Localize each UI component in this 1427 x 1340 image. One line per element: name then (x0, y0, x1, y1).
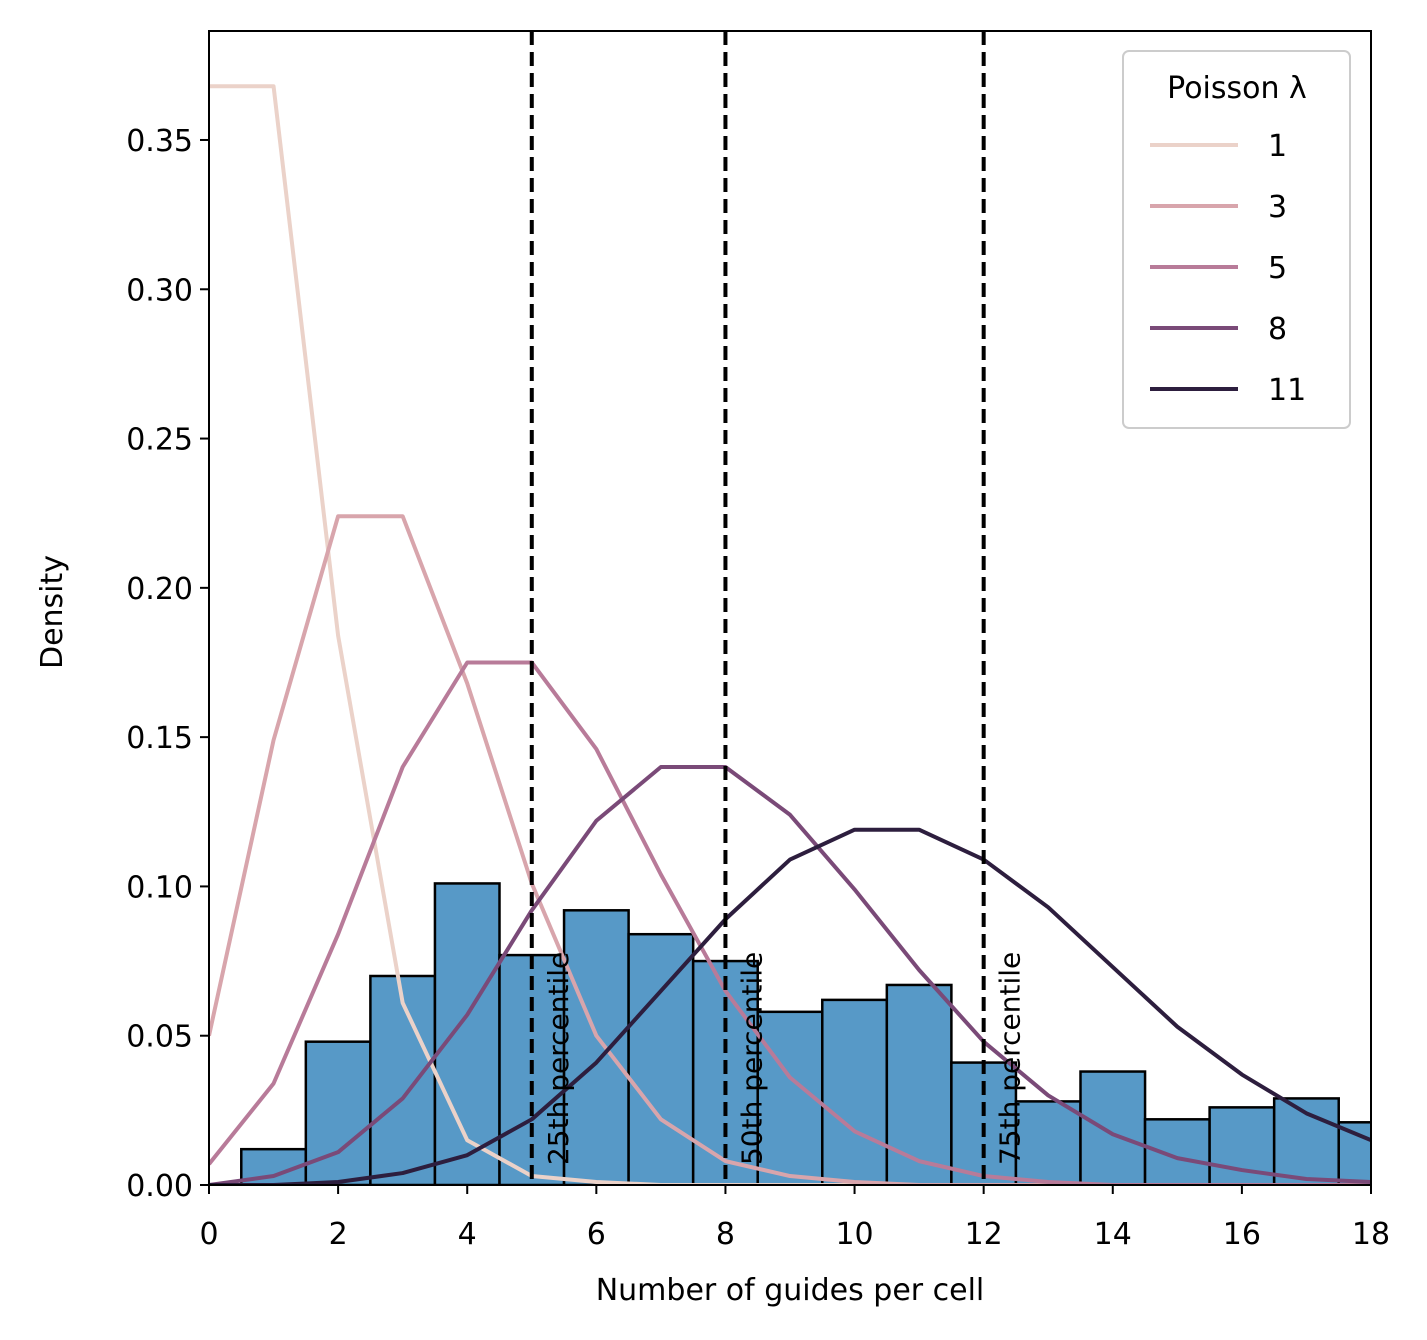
x-tick-label: 12 (965, 1217, 1003, 1252)
x-axis: 0 2 4 6 8 10 12 14 16 18 (199, 1185, 1390, 1252)
x-tick-label: 2 (329, 1217, 348, 1252)
y-tick-label: 0.10 (126, 870, 193, 905)
y-tick-label: 0.30 (126, 273, 193, 308)
histogram-bar (756, 1010, 824, 1185)
percentile-label: 75th percentile (994, 952, 1027, 1165)
histogram-bar (821, 998, 889, 1185)
percentile-label: 25th percentile (542, 952, 575, 1165)
histogram-bar (885, 983, 953, 1185)
x-tick-label: 6 (587, 1217, 606, 1252)
histogram-bar (1079, 1070, 1147, 1185)
x-tick-label: 18 (1352, 1217, 1390, 1252)
histogram-bar (1014, 1100, 1082, 1185)
y-axis: 0.00 0.05 0.10 0.15 0.20 0.25 0.30 0.35 (126, 124, 209, 1204)
y-tick-label: 0.25 (126, 423, 193, 458)
legend-label-11: 11 (1268, 373, 1306, 408)
histogram-bar (433, 882, 501, 1185)
plot-frame (208, 30, 1372, 1186)
legend-label-1: 1 (1268, 129, 1287, 164)
histogram-bar (369, 974, 437, 1185)
x-tick-label: 10 (835, 1217, 873, 1252)
legend-label-3: 3 (1268, 190, 1287, 225)
y-tick-label: 0.00 (126, 1169, 193, 1204)
histogram-bar (304, 1040, 372, 1185)
series-line-1 (209, 84, 1371, 1185)
series-line-11 (209, 827, 1371, 1185)
x-axis-label: Number of guides per cell (596, 1273, 985, 1308)
y-axis-label: Density (35, 555, 70, 669)
series-line-8 (209, 764, 1371, 1185)
x-tick-label: 14 (1094, 1217, 1132, 1252)
series-line-5 (209, 660, 1371, 1185)
series-line-3 (209, 514, 1371, 1185)
legend-title: Poisson λ (1167, 71, 1307, 106)
percentile-markers: 25th percentile 50th percentile 75th perce… (529, 31, 1027, 1185)
x-tick-label: 0 (199, 1217, 218, 1252)
y-tick-label: 0.35 (126, 124, 193, 159)
legend-label-5: 5 (1268, 251, 1287, 286)
histogram-bar (1143, 1118, 1211, 1185)
x-tick-label: 4 (458, 1217, 477, 1252)
x-tick-label: 8 (716, 1217, 735, 1252)
y-tick-label: 0.20 (126, 572, 193, 607)
x-tick-label: 16 (1223, 1217, 1261, 1252)
percentile-label: 50th percentile (735, 952, 768, 1165)
y-tick-label: 0.15 (126, 721, 193, 756)
legend-box (1122, 50, 1351, 429)
legend: Poisson λ 1 3 5 8 11 (1122, 50, 1351, 429)
legend-label-8: 8 (1268, 312, 1287, 347)
histogram-bar (627, 932, 695, 1185)
histogram (240, 882, 1371, 1185)
poisson-curves (209, 84, 1371, 1185)
y-tick-label: 0.05 (126, 1020, 193, 1055)
